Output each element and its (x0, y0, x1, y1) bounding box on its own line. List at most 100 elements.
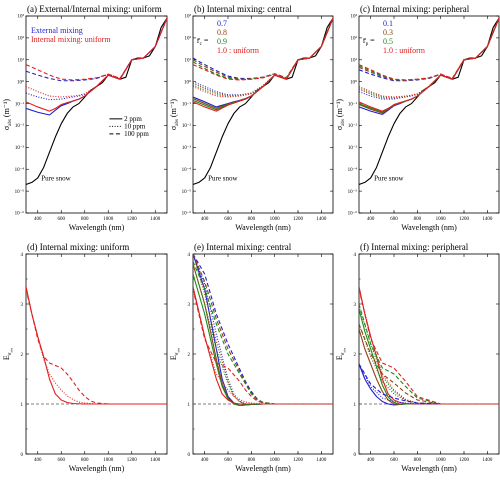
linestyle-label: 100 ppm (124, 130, 149, 138)
plot-frame (192, 15, 334, 214)
series-line-e-7 (193, 288, 333, 405)
y-tick-label: 10² (185, 36, 192, 42)
y-axis-label: σabs (m⁻¹) (169, 99, 180, 130)
y-tick-label: 1 (188, 403, 191, 408)
y-tick-label: 10⁻³ (182, 145, 192, 151)
x-tick-label: 1000 (436, 217, 447, 222)
series-line-a-5 (26, 17, 167, 98)
x-axis-label: Wavelength (nm) (69, 223, 125, 232)
series-line-b-9 (193, 17, 333, 81)
y-tick-label: 10⁻⁶ (15, 211, 25, 217)
x-tick-label: 400 (201, 458, 209, 463)
x-tick-label: 1200 (127, 458, 138, 463)
x-tick-label: 800 (81, 458, 89, 463)
panel-d: 400 600 800 1000 1200 1400 0 1 2 3 4(d) Internal m… (2, 242, 168, 473)
series-line-b-0 (193, 17, 333, 186)
series-line-c-0 (359, 17, 499, 186)
param-symbol: r̄c = (197, 36, 209, 47)
plot-frame (25, 253, 168, 455)
y-tick-label: 10⁻¹ (348, 101, 358, 107)
y-tick-label: 10⁻⁵ (15, 189, 25, 195)
series-line-e-8 (193, 254, 333, 405)
series-group (26, 17, 167, 186)
linestyle-label: 2 ppm (124, 115, 142, 123)
x-tick-label: 600 (390, 217, 398, 222)
y-tick-label: 10⁻⁴ (182, 167, 192, 173)
param-legend-entry: 0.5 (383, 37, 393, 46)
y-tick-label: 10¹ (185, 57, 192, 63)
linestyle-label: 10 ppm (124, 122, 146, 130)
x-tick-label: 1000 (270, 458, 281, 463)
y-tick-label: 2 (354, 353, 357, 358)
x-tick-label: 800 (248, 217, 256, 222)
panel-a: 400 600 800 1000 1200 1400 10⁻⁶ 10⁻⁵ 10⁻⁴ 10⁻³ 10⁻… (2, 4, 168, 232)
series-line-a-6 (26, 17, 167, 81)
series-group (193, 17, 333, 186)
x-tick-label: 400 (201, 217, 209, 222)
series-line-b-6 (193, 17, 333, 80)
x-tick-label: 400 (367, 458, 375, 463)
x-tick-label: 1400 (316, 458, 327, 463)
series-line-e-11 (193, 288, 333, 405)
y-tick-label: 2 (188, 353, 191, 358)
param-legend-entry: 0.7 (217, 19, 227, 28)
panel-title: (d) Internal mixing: uniform (27, 242, 129, 252)
y-tick-label: 10⁻² (182, 123, 192, 129)
panel-title: (b) Internal mixing: central (194, 4, 292, 14)
y-tick-label: 10³ (18, 14, 25, 20)
param-legend-entry: 1.0 : uniform (217, 46, 260, 55)
series-line-d-2 (26, 288, 167, 405)
panel-b: 400 600 800 1000 1200 1400 10⁻⁶ 10⁻⁵ 10⁻⁴ 10⁻³ 10⁻… (169, 4, 334, 232)
y-tick-label: 10¹ (18, 57, 25, 63)
y-tick-label: 10⁻³ (348, 145, 358, 151)
plot-frame (358, 253, 500, 455)
series-line-e-4 (193, 254, 333, 406)
series-group (359, 17, 499, 186)
series-line-b-7 (193, 17, 333, 111)
y-tick-label: 1 (354, 403, 357, 408)
series-line-b-3 (193, 17, 333, 80)
series-line-f-11 (359, 288, 499, 405)
y-tick-label: 0 (354, 453, 357, 458)
x-tick-label: 600 (224, 217, 232, 222)
series-line-c-9 (359, 17, 499, 81)
series-line-b-10 (193, 17, 333, 112)
x-axis-label: Wavelength (nm) (401, 223, 457, 232)
plot-frame (25, 15, 168, 214)
x-tick-label: 600 (390, 458, 398, 463)
x-tick-label: 600 (58, 217, 66, 222)
x-tick-label: 800 (81, 217, 89, 222)
y-tick-label: 2 (21, 353, 24, 358)
panel-title: (f) Internal mixing: peripheral (360, 242, 469, 252)
x-tick-label: 1400 (316, 217, 327, 222)
x-tick-label: 400 (34, 217, 42, 222)
y-tick-label: 3 (188, 303, 191, 308)
x-tick-label: 1200 (459, 458, 470, 463)
x-tick-label: 1000 (103, 458, 114, 463)
y-tick-label: 10² (18, 36, 25, 42)
x-tick-label: 800 (414, 217, 422, 222)
y-tick-label: 10⁻¹ (15, 101, 25, 107)
param-legend-entry: 0.1 (383, 19, 393, 28)
legend-entry: External mixing (31, 26, 83, 35)
y-tick-label: 10⁻³ (15, 145, 25, 151)
y-tick-label: 10⁻² (15, 123, 25, 129)
y-tick-label: 10³ (185, 14, 192, 20)
series-group (193, 254, 333, 407)
x-tick-label: 1000 (103, 217, 114, 222)
y-axis-label: σabs (m⁻¹) (2, 99, 13, 130)
y-tick-label: 4 (21, 253, 24, 258)
y-tick-label: 10¹ (351, 57, 358, 63)
y-tick-label: 10⁻⁴ (348, 167, 358, 173)
y-tick-label: 10⁻⁶ (182, 211, 192, 217)
x-tick-label: 400 (34, 458, 42, 463)
series-line-e-9 (193, 254, 333, 405)
panel-title: (c) Internal mixing: peripheral (360, 4, 470, 14)
x-tick-label: 800 (414, 458, 422, 463)
y-tick-label: 10³ (351, 14, 358, 20)
series-group (359, 286, 499, 406)
y-tick-label: 10⁻⁴ (15, 167, 25, 173)
y-tick-label: 3 (21, 303, 24, 308)
series-group (26, 286, 167, 405)
